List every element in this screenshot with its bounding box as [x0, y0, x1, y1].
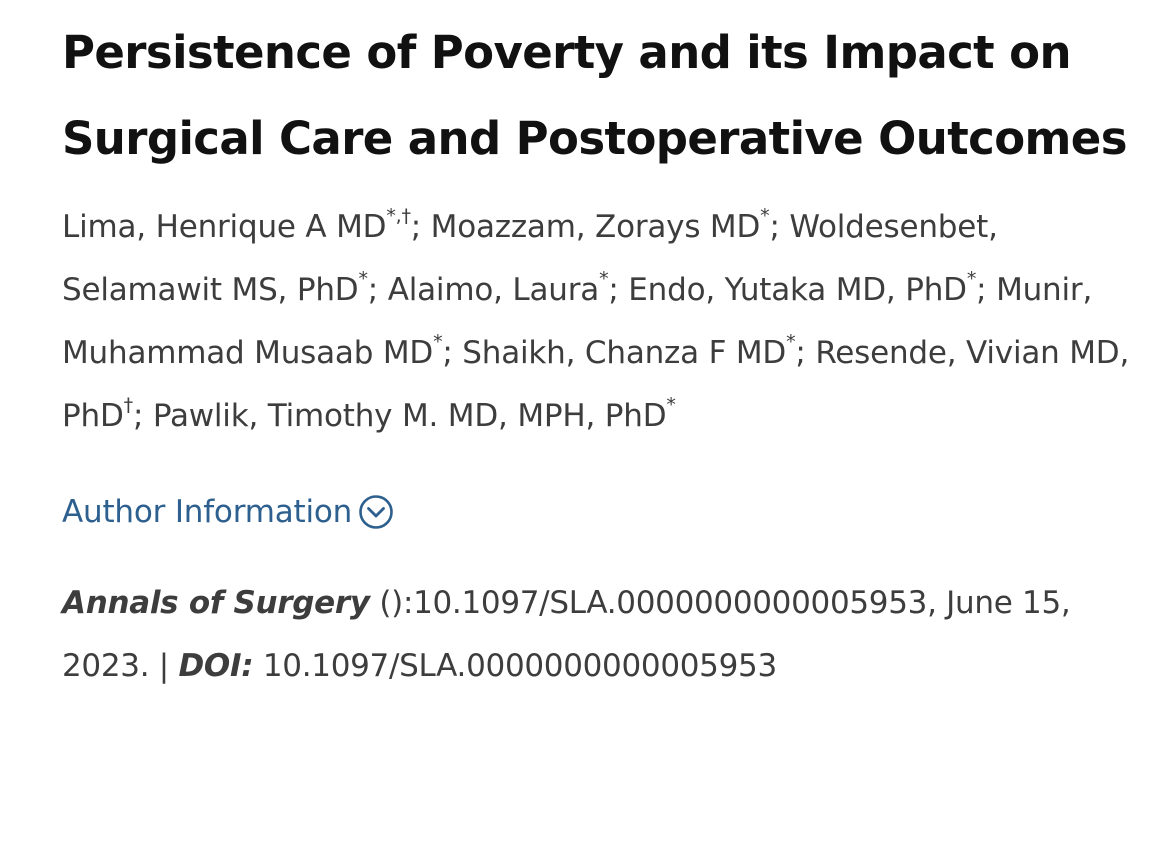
affiliation-marks: * — [666, 393, 676, 416]
author-list: Lima, Henrique A MD*,†; Moazzam, Zorays … — [62, 196, 1132, 448]
article-title: Persistence of Poverty and its Impact on… — [62, 26, 1128, 165]
author-item[interactable]: Munir, Muhammad Musaab MD* — [62, 272, 1092, 371]
author-name: Moazzam, Zorays MD — [430, 209, 761, 245]
author-item[interactable]: Resende, Vivian MD, PhD† — [62, 335, 1129, 434]
author-name: Lima, Henrique A MD — [62, 209, 387, 245]
affiliation-marks: * — [433, 330, 443, 353]
affiliation-marks: † — [123, 393, 134, 416]
journal-name[interactable]: Annals of Surgery — [62, 585, 370, 621]
author-information-toggle[interactable]: Author Information — [62, 492, 1132, 532]
author-name: Munir, Muhammad Musaab MD — [62, 272, 1093, 371]
citation: Annals of Surgery ():10.1097/SLA.0000000… — [62, 572, 1132, 698]
author-name: Endo, Yutaka MD, PhD — [628, 272, 967, 308]
author-separator: ; — [132, 398, 153, 434]
author-name: Resende, Vivian MD, PhD — [62, 335, 1130, 434]
affiliation-marks: * — [966, 267, 977, 290]
author-separator: ; — [608, 272, 629, 308]
author-separator: ; — [976, 272, 997, 308]
author-separator: ; — [410, 209, 431, 245]
author-name: Pawlik, Timothy M. MD, MPH, PhD — [152, 398, 667, 434]
article-header: Persistence of Poverty and its Impact on… — [62, 10, 1132, 698]
chevron-down-circle-icon[interactable] — [358, 494, 394, 530]
doi-label: DOI: — [178, 648, 254, 684]
author-item[interactable]: Alaimo, Laura* — [387, 269, 609, 308]
author-item[interactable]: Shaikh, Chanza F MD* — [462, 332, 795, 371]
doi-value[interactable]: 10.1097/SLA.0000000000005953 — [253, 648, 777, 684]
affiliation-marks: * — [599, 267, 609, 290]
citation-reference: ():10.1097/SLA.0000000000005953, June 15… — [62, 585, 1071, 684]
author-name: Alaimo, Laura — [387, 272, 600, 308]
author-name: Woldesenbet, Selamawit MS, PhD — [62, 209, 998, 308]
author-separator: ; — [769, 209, 790, 245]
author-item[interactable]: Lima, Henrique A MD*,† — [62, 206, 411, 245]
author-item[interactable]: Moazzam, Zorays MD* — [430, 206, 770, 245]
author-item[interactable]: Pawlik, Timothy M. MD, MPH, PhD* — [152, 395, 676, 434]
affiliation-marks: *,† — [386, 204, 411, 227]
author-item[interactable]: Endo, Yutaka MD, PhD* — [628, 269, 976, 308]
affiliation-marks: * — [760, 204, 770, 227]
author-separator: ; — [442, 335, 463, 371]
affiliation-marks: * — [358, 267, 368, 290]
author-separator: ; — [795, 335, 816, 371]
affiliation-marks: * — [786, 330, 796, 353]
author-separator: ; — [367, 272, 388, 308]
author-item[interactable]: Woldesenbet, Selamawit MS, PhD* — [62, 209, 998, 308]
author-name: Shaikh, Chanza F MD — [462, 335, 787, 371]
author-information-label: Author Information — [62, 494, 353, 530]
